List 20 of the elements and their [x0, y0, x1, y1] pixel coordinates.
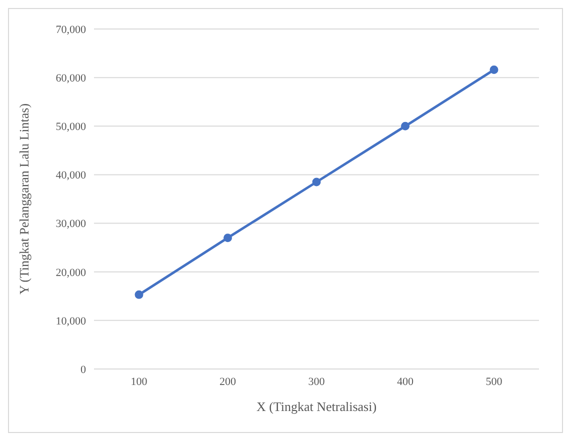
x-tick-label: 400 [397, 376, 414, 388]
y-tick-label: 40,000 [56, 170, 86, 182]
point [312, 178, 321, 186]
y-tick-label: 50,000 [56, 121, 86, 134]
x-tick-label: 500 [486, 376, 503, 388]
y-tick-label: 30,000 [56, 218, 86, 230]
point [224, 234, 232, 242]
y-tick-label: 70,000 [56, 24, 86, 36]
x-tick-label: 300 [308, 376, 326, 388]
point [490, 66, 498, 74]
y-tick-label: 10,000 [56, 315, 86, 328]
point [134, 290, 144, 299]
x-tick-label: 200 [220, 376, 236, 388]
y-tick-label: 0 [80, 364, 86, 376]
x-axis-title: X (Tingkat Netralisasi) [256, 399, 377, 414]
y-tick-label: 60,000 [56, 72, 86, 84]
y-tick-label: 20,000 [56, 266, 86, 279]
point [401, 122, 410, 130]
y-axis-title: Y (Tingkat Pelanggaran Lalu Lintas) [16, 103, 32, 295]
x-tick-label: 100 [130, 376, 148, 388]
